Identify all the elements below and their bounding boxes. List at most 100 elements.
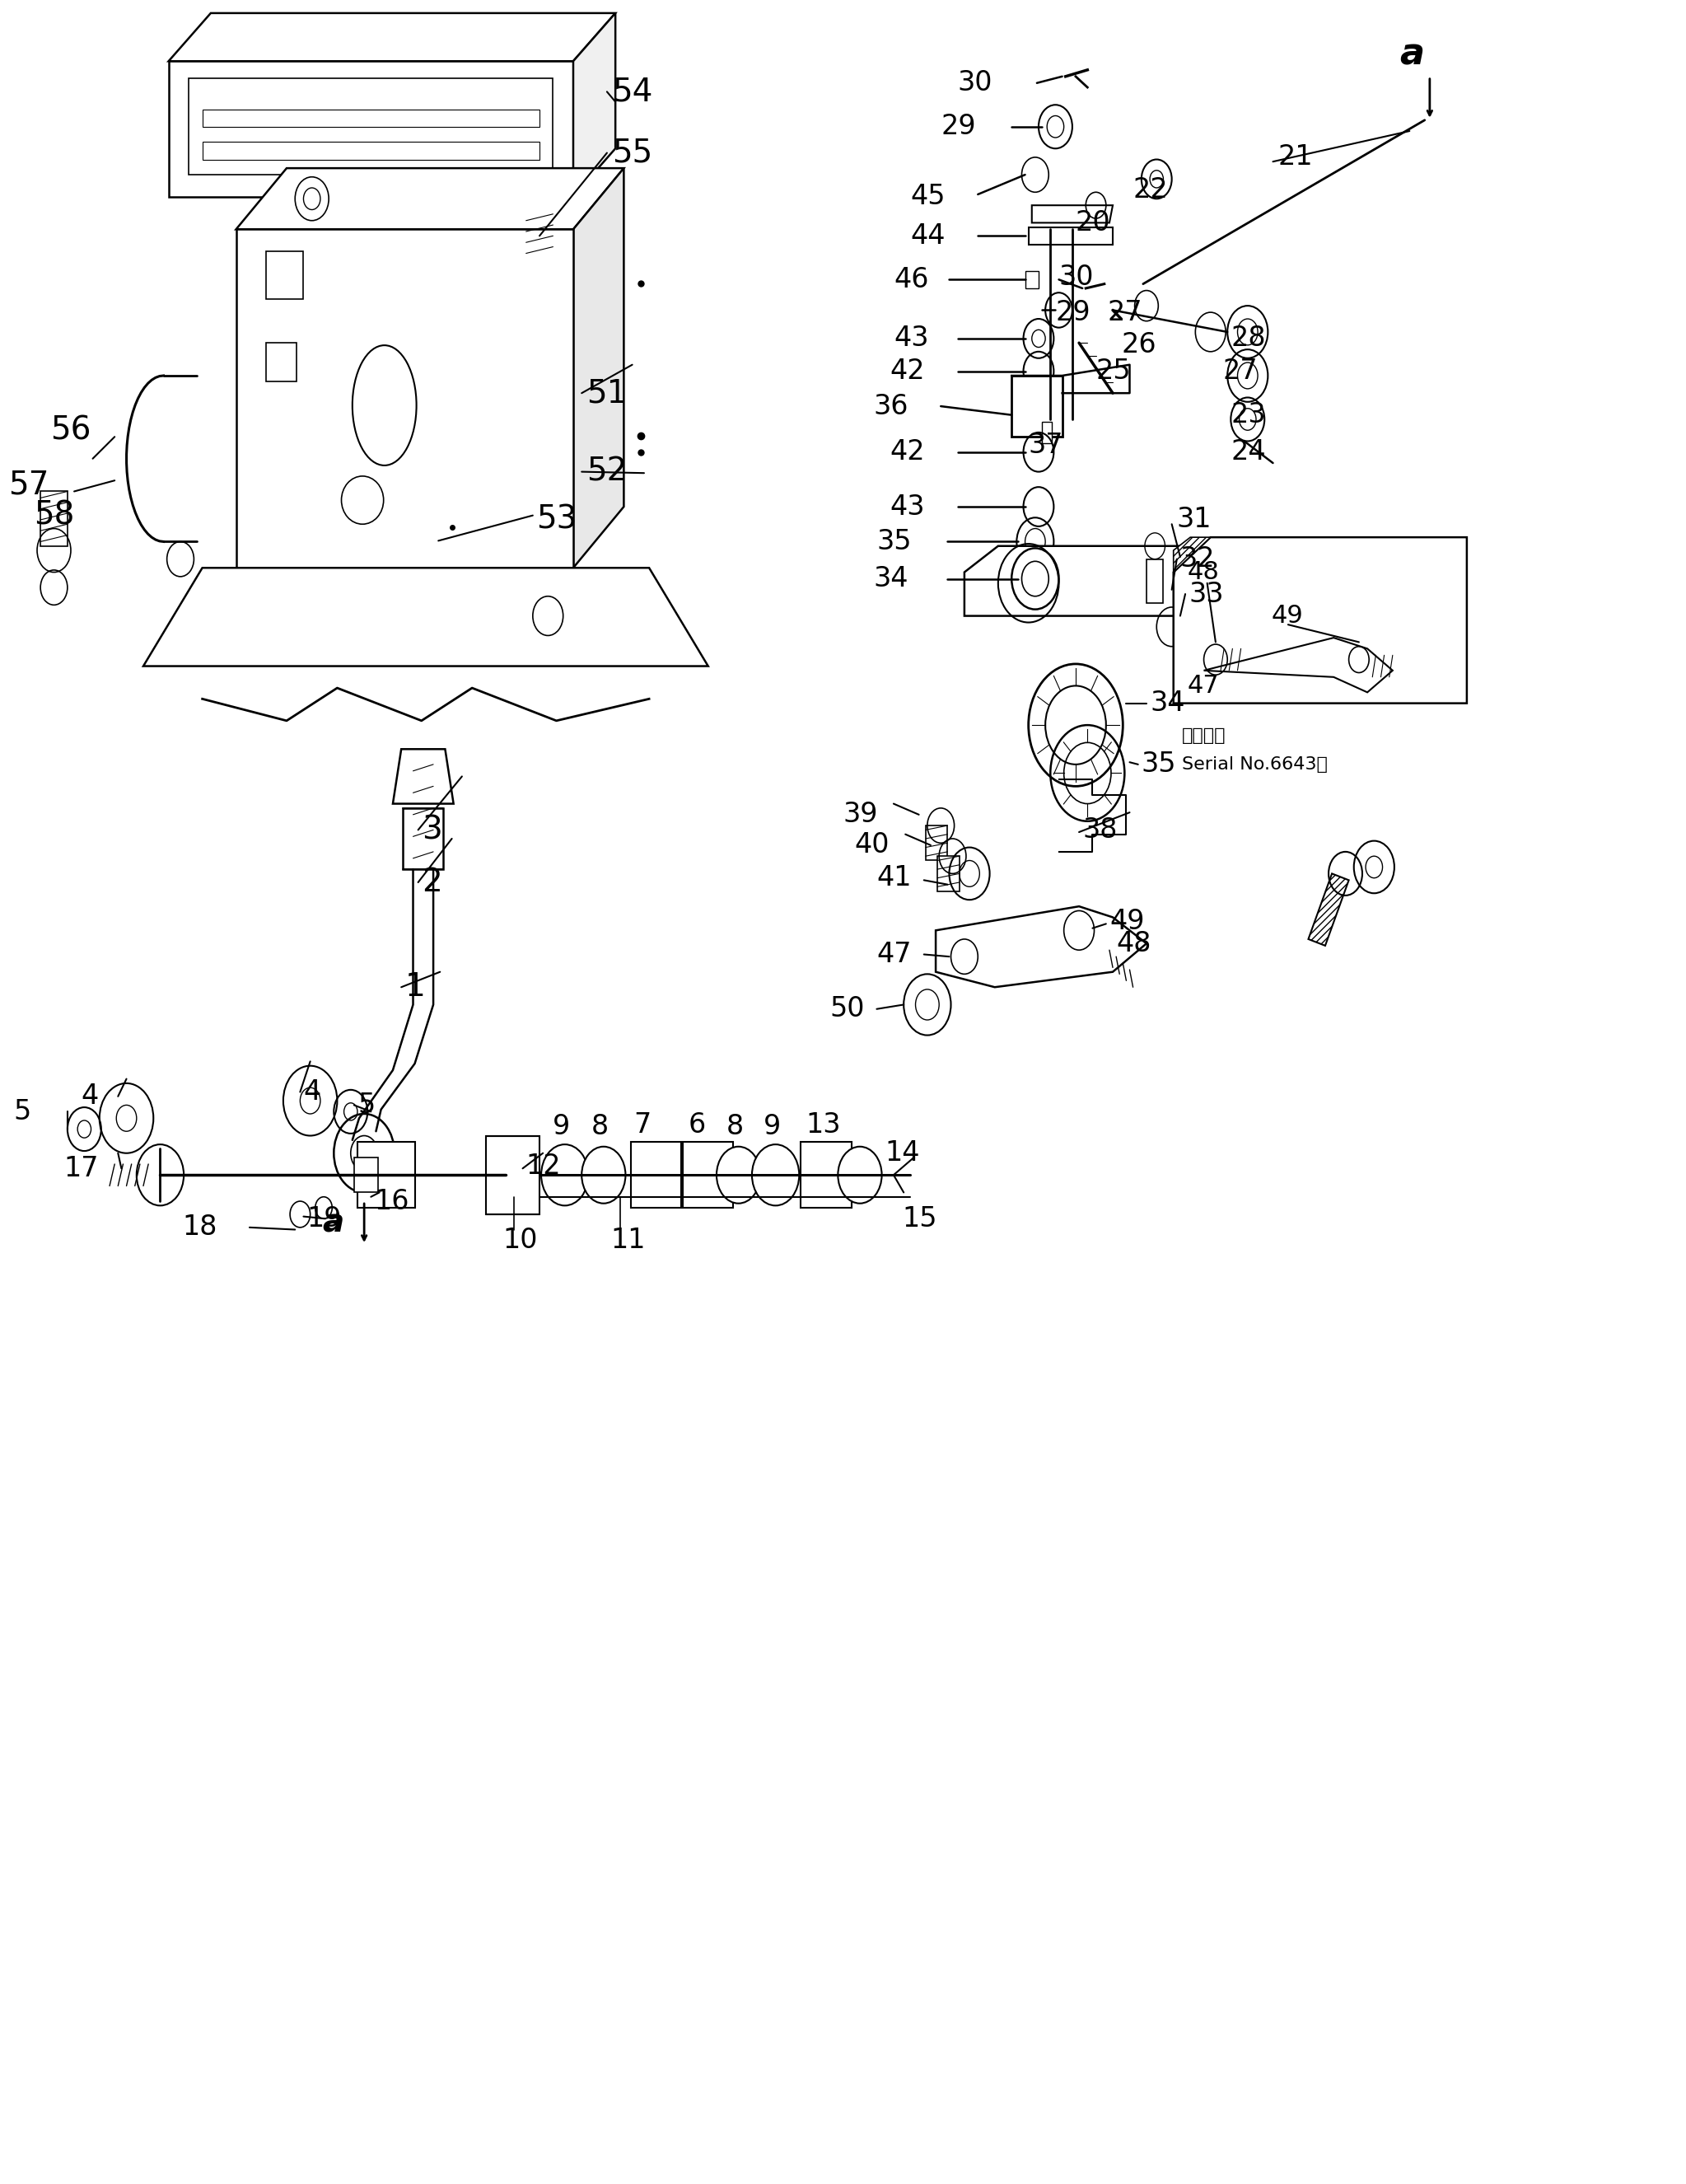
Text: 5: 5	[13, 1099, 30, 1125]
Text: 49: 49	[1109, 909, 1145, 935]
Text: 42: 42	[890, 358, 926, 384]
Text: 48: 48	[1187, 561, 1219, 583]
Text: 12: 12	[526, 1153, 561, 1179]
Text: 5: 5	[357, 1092, 374, 1118]
Text: 44: 44	[910, 223, 946, 249]
Text: 33: 33	[1189, 581, 1224, 607]
Circle shape	[541, 1144, 588, 1206]
Bar	[266, 251, 303, 299]
Text: 54: 54	[612, 76, 652, 107]
Text: 10: 10	[502, 1227, 538, 1254]
Polygon shape	[143, 568, 708, 666]
Text: 38: 38	[1082, 817, 1118, 843]
Text: 49: 49	[1271, 605, 1303, 627]
Text: 50: 50	[830, 996, 865, 1022]
Polygon shape	[1173, 537, 1211, 572]
Text: 39: 39	[843, 802, 878, 828]
Text: 35: 35	[1141, 751, 1177, 778]
Text: 23: 23	[1231, 402, 1266, 428]
Text: 25: 25	[1096, 358, 1131, 384]
Polygon shape	[1308, 874, 1349, 946]
Text: a: a	[1399, 37, 1425, 72]
Polygon shape	[964, 546, 1327, 616]
Text: 22: 22	[1133, 177, 1168, 203]
Text: 24: 24	[1231, 439, 1266, 465]
Text: 8: 8	[727, 1114, 744, 1140]
Text: 26: 26	[1121, 332, 1157, 358]
Text: 14: 14	[885, 1140, 921, 1166]
Polygon shape	[936, 906, 1146, 987]
Text: 34: 34	[1150, 690, 1185, 716]
Text: 30: 30	[958, 70, 993, 96]
Circle shape	[717, 1147, 760, 1203]
Text: 56: 56	[51, 415, 91, 446]
Text: 20: 20	[1076, 210, 1111, 236]
Bar	[357, 1142, 415, 1208]
Text: 適用号機: 適用号機	[1182, 727, 1226, 745]
Text: 1: 1	[405, 972, 425, 1002]
Text: 18: 18	[182, 1214, 217, 1241]
Text: 58: 58	[34, 500, 74, 531]
Text: 42: 42	[890, 439, 926, 465]
Bar	[40, 491, 67, 546]
Text: 3: 3	[422, 815, 442, 845]
Polygon shape	[393, 749, 454, 804]
Text: 17: 17	[64, 1155, 99, 1182]
Bar	[486, 1136, 540, 1214]
Text: 40: 40	[855, 832, 890, 858]
Text: 27: 27	[1108, 299, 1143, 325]
Bar	[169, 61, 573, 197]
Polygon shape	[573, 13, 615, 197]
Bar	[236, 229, 573, 568]
Text: 52: 52	[587, 456, 627, 487]
Text: 31: 31	[1177, 507, 1212, 533]
Text: 36: 36	[873, 393, 909, 419]
Bar	[801, 1142, 851, 1208]
Bar	[354, 1158, 378, 1192]
Bar	[202, 109, 540, 127]
Text: 19: 19	[307, 1206, 342, 1232]
Bar	[202, 142, 540, 159]
Text: 13: 13	[806, 1112, 841, 1138]
Circle shape	[582, 1147, 626, 1203]
Text: 41: 41	[877, 865, 912, 891]
Text: 7: 7	[634, 1112, 651, 1138]
Text: 28: 28	[1231, 325, 1266, 352]
Bar	[1042, 422, 1052, 443]
Polygon shape	[169, 13, 615, 61]
Text: 53: 53	[536, 505, 577, 535]
Text: a: a	[322, 1208, 344, 1238]
Text: 37: 37	[1028, 432, 1064, 459]
Polygon shape	[573, 168, 624, 568]
Text: 30: 30	[1059, 264, 1094, 290]
Circle shape	[752, 1144, 799, 1206]
Text: 45: 45	[910, 183, 946, 210]
Text: 2: 2	[422, 867, 442, 898]
Text: 47: 47	[877, 941, 912, 968]
Text: 8: 8	[592, 1114, 609, 1140]
Text: Serial No.6643～: Serial No.6643～	[1182, 756, 1327, 773]
Bar	[526, 210, 553, 262]
Polygon shape	[1032, 205, 1113, 223]
Text: 55: 55	[612, 138, 652, 168]
Polygon shape	[1028, 227, 1113, 245]
Text: 48: 48	[1116, 930, 1152, 957]
Text: 9: 9	[764, 1114, 781, 1140]
Text: 15: 15	[902, 1206, 937, 1232]
Bar	[403, 808, 443, 869]
Text: 51: 51	[587, 378, 627, 408]
Text: 43: 43	[890, 494, 926, 520]
Polygon shape	[1204, 638, 1393, 692]
Bar	[189, 79, 553, 175]
Text: 4: 4	[303, 1079, 320, 1105]
Text: 6: 6	[688, 1112, 705, 1138]
Text: 29: 29	[1055, 299, 1091, 325]
Text: 46: 46	[894, 266, 929, 293]
Text: 27: 27	[1222, 358, 1258, 384]
Polygon shape	[1173, 537, 1467, 703]
Text: 21: 21	[1278, 144, 1313, 170]
Text: 29: 29	[941, 114, 976, 140]
Text: 57: 57	[8, 470, 49, 500]
Bar	[266, 343, 297, 382]
Bar	[1025, 271, 1039, 288]
